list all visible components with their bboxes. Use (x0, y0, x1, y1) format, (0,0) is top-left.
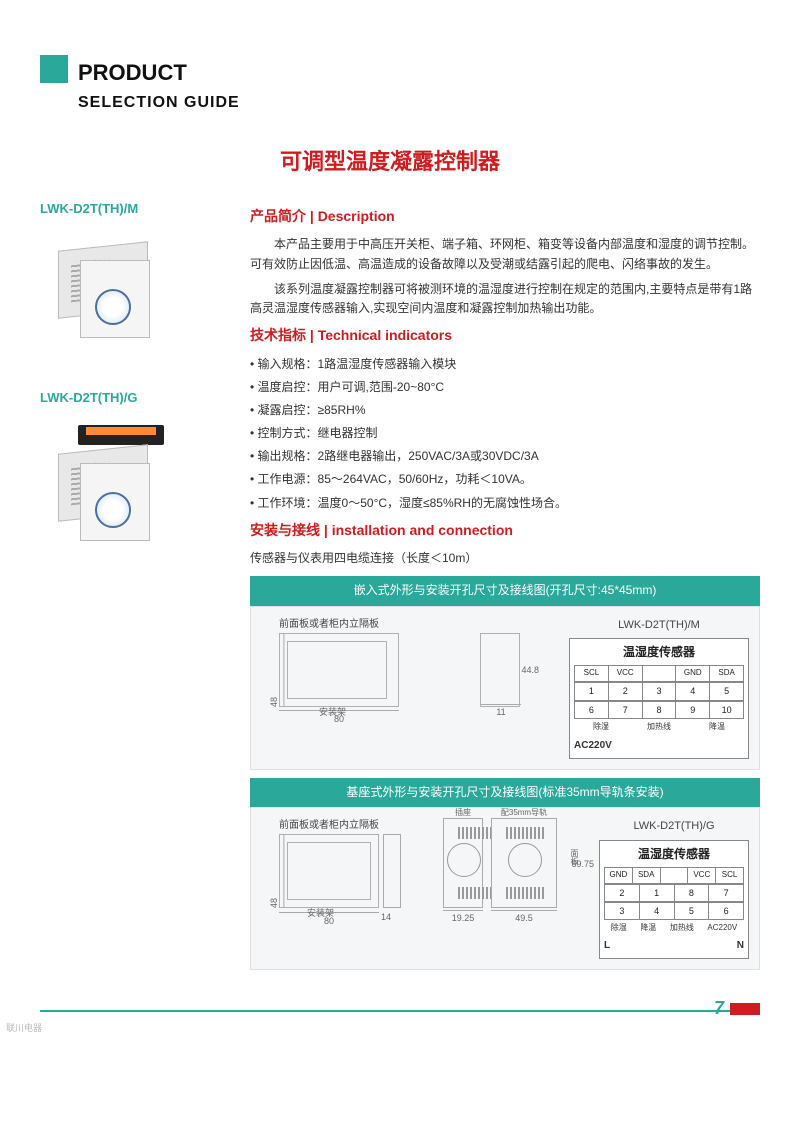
tech-item: 工作电源：85～264VAC，50/60Hz，功耗＜10VA。 (250, 470, 760, 489)
dimension-v: 48 (267, 633, 284, 707)
terminal-title-1: 温湿度传感器 (574, 643, 744, 662)
footer-rule (40, 1010, 760, 1016)
tb-foot-l: L (604, 938, 610, 954)
tb-cell: VCC (609, 666, 643, 681)
tb-cell: VCC (688, 868, 716, 883)
socket-side: 配35mm导轨 面板 69.75 (491, 818, 557, 908)
tech-item: 凝露启控：≥85RH% (250, 401, 760, 420)
tech-item: 工作环境：温度0～50°C，湿度≤85%RH的无腐蚀性场合。 (250, 494, 760, 513)
tb-cell: SDA (710, 666, 743, 681)
diagram-1-caption: 前面板或者柜内立隔板 (279, 617, 379, 633)
tb-cell: GND (605, 868, 633, 883)
section-title-tech: 技术指标 | Technical indicators (250, 324, 760, 346)
product-image-2 (40, 417, 170, 547)
diagram-2-socket-views: 插座 19.25 配35mm导轨 面板 69.75 (443, 818, 557, 925)
header-title-1: PRODUCT (78, 55, 240, 90)
tb-cell: 4 (640, 903, 675, 919)
page-header: PRODUCT SELECTION GUIDE (40, 55, 760, 116)
tb-bottom-label: 除湿 (611, 922, 627, 935)
terminal-block-1: LWK-D2T(TH)/M 温湿度传感器 SCL VCC GND SDA (569, 617, 749, 759)
terminal-model-2: LWK-D2T(TH)/G (599, 818, 749, 836)
tb-bottom-label: 降温 (640, 922, 656, 935)
tb-cell: 5 (710, 683, 743, 699)
mount-label: 安装架 (307, 906, 334, 920)
diagram-1-front-view: 前面板或者柜内立隔板 48 80 安装架 (261, 617, 431, 727)
dimension-side-h: 14 (381, 910, 391, 924)
model-label-2: LWK-D2T(TH)/G (40, 388, 220, 409)
socket-dim-v: 69.75 (571, 819, 594, 909)
tb-cell: 6 (709, 903, 743, 919)
tb-foot-n: N (737, 938, 744, 954)
tb-cell: 1 (640, 885, 675, 901)
tb-cell: 2 (605, 885, 640, 901)
watermark: 联川电器 (6, 1021, 42, 1035)
page-number-block: 7 (714, 994, 760, 1023)
ac-label: AC220V (574, 738, 744, 754)
tb-cell: 3 (605, 903, 640, 919)
tb-bottom-label: AC220V (707, 922, 737, 935)
product-image-1 (40, 228, 170, 358)
tech-item: 输入规格：1路温湿度传感器输入模块 (250, 355, 760, 374)
tb-cell: 7 (609, 702, 643, 718)
tb-bottom-label: 除湿 (593, 721, 609, 734)
socket-front: 插座 (443, 818, 483, 908)
socket-dim-1: 19.25 (443, 910, 483, 925)
diagram-2-section: 基座式外形与安装开孔尺寸及接线图(标准35mm导轨条安装) 前面板或者柜内立隔板… (250, 778, 760, 970)
main-title: 可调型温度凝露控制器 (280, 144, 760, 179)
model-label-1: LWK-D2T(TH)/M (40, 199, 220, 220)
description-p1: 本产品主要用于中高压开关柜、端子箱、环网柜、箱变等设备内部温度和湿度的调节控制。… (250, 235, 760, 273)
tech-item: 控制方式：继电器控制 (250, 424, 760, 443)
tb-cell (661, 868, 689, 883)
tb-cell: 9 (676, 702, 710, 718)
tb-cell: 3 (643, 683, 677, 699)
socket-label-1: 插座 (444, 807, 482, 820)
mount-label: 安装架 (319, 705, 346, 719)
tb-cell: 6 (575, 702, 609, 718)
socket-label-2: 配35mm导轨 (492, 807, 556, 820)
tb-cell: 10 (710, 702, 743, 718)
tb-cell: 7 (709, 885, 743, 901)
tb-cell: SDA (633, 868, 661, 883)
diagram-2-front-view: 前面板或者柜内立隔板 48 80 安装架 14 (261, 818, 401, 928)
tech-item: 温度启控：用户可调,范围-20~80°C (250, 378, 760, 397)
diagram-2-caption: 前面板或者柜内立隔板 (279, 818, 379, 834)
tb-cell: 2 (609, 683, 643, 699)
tb-bottom-label: 加热线 (670, 922, 694, 935)
tb-bottom-label: 加热线 (647, 721, 671, 734)
section-title-install: 安装与接线 | installation and connection (250, 519, 760, 541)
diagram-1-section: 嵌入式外形与安装开孔尺寸及接线图(开孔尺寸:45*45mm) 前面板或者柜内立隔… (250, 576, 760, 769)
terminal-model-1: LWK-D2T(TH)/M (569, 617, 749, 635)
tb-cell: 5 (675, 903, 710, 919)
tech-item: 输出规格：2路继电器输出，250VAC/3A或30VDC/3A (250, 447, 760, 466)
dimension-side-v: 44.8 (521, 634, 539, 708)
socket-dim-2: 49.5 (491, 910, 557, 925)
content-column: 产品简介 | Description 本产品主要用于中高压开关柜、端子箱、环网柜… (250, 199, 760, 970)
products-column: LWK-D2T(TH)/M LWK-D2T(TH)/G (40, 199, 220, 970)
tb-cell: GND (676, 666, 710, 681)
tb-cell: 1 (575, 683, 609, 699)
diagram-1-header: 嵌入式外形与安装开孔尺寸及接线图(开孔尺寸:45*45mm) (250, 576, 760, 605)
header-accent-block (40, 55, 68, 83)
install-note: 传感器与仪表用四电缆连接（长度＜10m） (250, 549, 760, 568)
tb-cell (643, 666, 677, 681)
tech-indicator-list: 输入规格：1路温湿度传感器输入模块 温度启控：用户可调,范围-20~80°C 凝… (250, 355, 760, 513)
section-title-description: 产品简介 | Description (250, 205, 760, 227)
page-number: 7 (714, 994, 724, 1023)
tb-cell: SCL (575, 666, 609, 681)
page-number-bar (730, 1003, 760, 1015)
dimension-side-h: 11 (481, 704, 521, 719)
description-p2: 该系列温度凝露控制器可将被测环境的温湿度进行控制在规定的范围内,主要特点是带有1… (250, 280, 760, 318)
diagram-2-header: 基座式外形与安装开孔尺寸及接线图(标准35mm导轨条安装) (250, 778, 760, 807)
tb-cell: 8 (675, 885, 710, 901)
dimension-v: 48 (267, 834, 284, 908)
tb-cell: 8 (643, 702, 677, 718)
diagram-1-side-view: 44.8 11 (480, 633, 520, 707)
tb-bottom-label: 降温 (709, 721, 725, 734)
terminal-title-2: 温湿度传感器 (604, 845, 744, 864)
tb-cell: SCL (716, 868, 743, 883)
terminal-block-2: LWK-D2T(TH)/G 温湿度传感器 GND SDA VCC SCL (599, 818, 749, 959)
tb-cell: 4 (676, 683, 710, 699)
header-title-2: SELECTION GUIDE (78, 90, 240, 116)
